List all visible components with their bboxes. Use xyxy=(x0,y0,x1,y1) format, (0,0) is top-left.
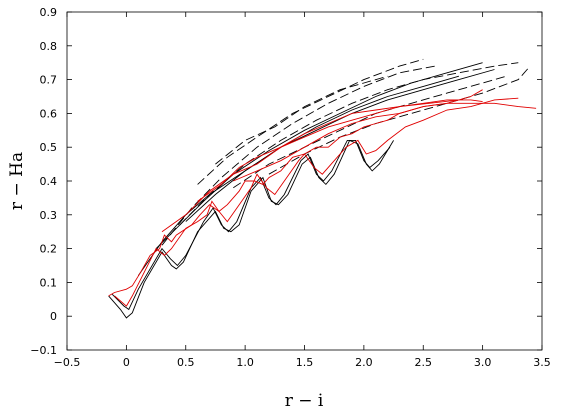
x-tick-label: −0.5 xyxy=(54,356,81,369)
plot-frame xyxy=(66,11,543,351)
x-tick-label: 3.0 xyxy=(474,356,492,369)
series-line-12 xyxy=(108,102,537,297)
y-tick-label: 0.5 xyxy=(40,141,58,154)
y-tick-label: 0 xyxy=(50,310,57,323)
x-tick-label: 1.0 xyxy=(236,356,254,369)
y-axis-label: r − Ha xyxy=(7,152,27,210)
x-axis-label: r − i xyxy=(285,391,324,411)
series-line-11 xyxy=(197,58,424,185)
y-axis-ticks: −0.1 0 0.1 0.2 0.3 0.4 0.5 0.6 0.7 0.8 0.9 xyxy=(30,6,542,357)
x-tick-label: 3.5 xyxy=(533,356,551,369)
series-line-4 xyxy=(155,62,483,249)
series-line-9 xyxy=(268,65,531,175)
x-tick-label: 2.5 xyxy=(415,356,433,369)
series-line-5 xyxy=(185,75,460,222)
series-line-10 xyxy=(215,75,388,165)
x-tick-label: 0 xyxy=(123,356,130,369)
y-tick-label: 0.8 xyxy=(40,40,58,53)
y-tick-label: 0.6 xyxy=(40,107,58,120)
x-axis-ticks: −0.5 0 0.5 1.0 1.5 2.0 2.5 3.0 3.5 xyxy=(54,12,551,369)
y-tick-label: 0.1 xyxy=(40,276,58,289)
series-line-2 xyxy=(111,139,391,311)
y-tick-label: 0.4 xyxy=(40,175,58,188)
x-tick-label: 2.0 xyxy=(355,356,373,369)
x-tick-label: 1.5 xyxy=(296,356,314,369)
y-tick-label: −0.1 xyxy=(30,344,57,357)
series-layer xyxy=(108,58,537,319)
y-tick-label: 0.9 xyxy=(40,6,58,19)
series-line-3 xyxy=(137,69,495,276)
series-line-15 xyxy=(197,99,459,202)
series-line-13 xyxy=(114,97,519,307)
x-tick-label: 0.5 xyxy=(177,356,195,369)
y-tick-label: 0.2 xyxy=(40,243,58,256)
y-tick-label: 0.3 xyxy=(40,209,58,222)
series-line-16 xyxy=(233,89,483,182)
series-line-14 xyxy=(161,99,483,233)
series-line-1 xyxy=(108,139,394,319)
y-tick-label: 0.7 xyxy=(40,74,58,87)
